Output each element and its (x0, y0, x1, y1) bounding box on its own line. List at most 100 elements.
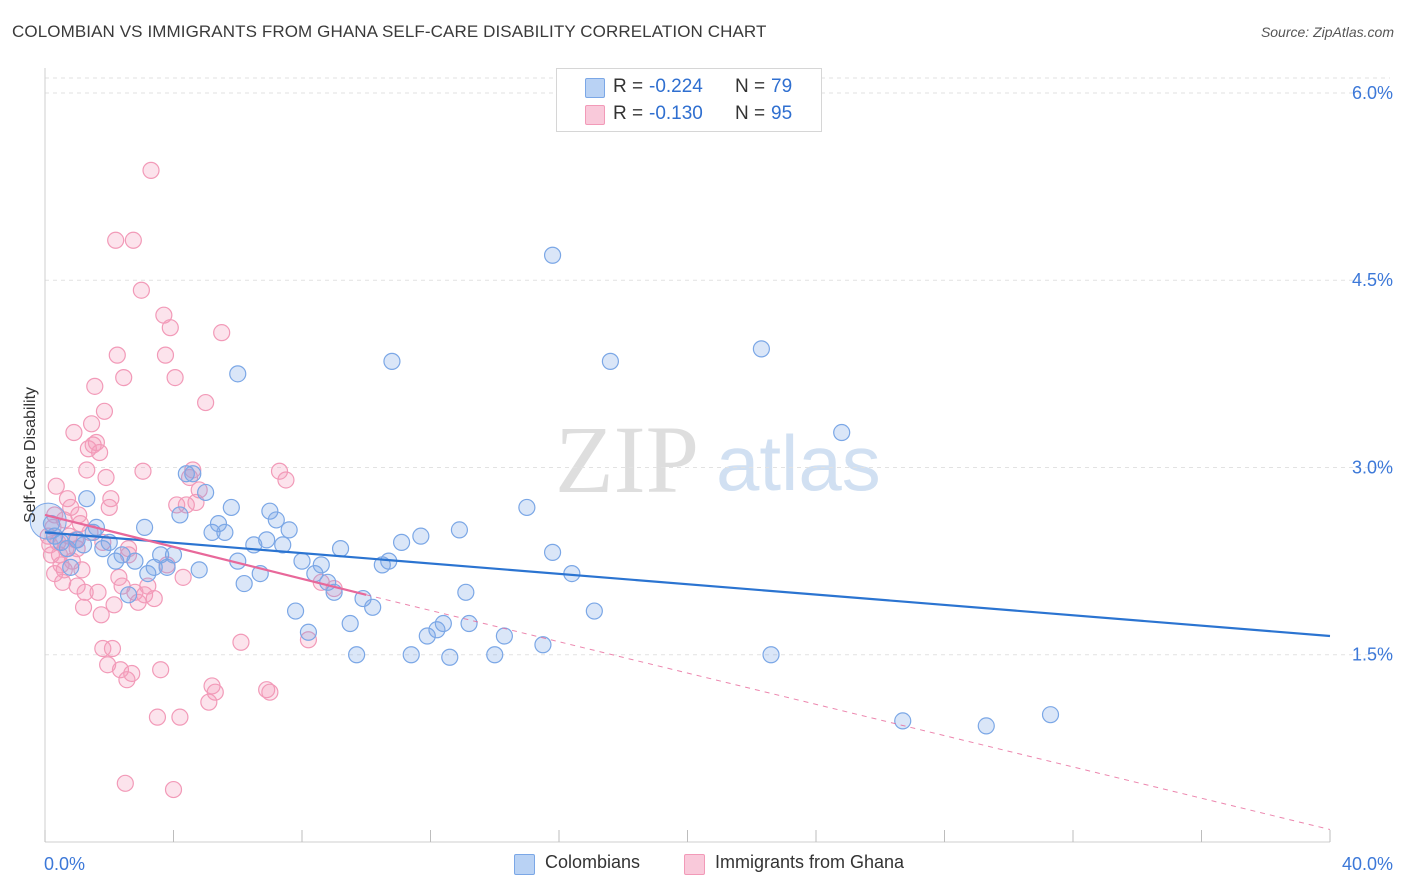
colombian-point (119, 586, 138, 604)
legend-r-value: -0.224 (649, 76, 703, 97)
ghana-point (87, 433, 106, 452)
ghana-point (168, 496, 186, 514)
colombian-point (267, 511, 285, 529)
ghana-point (134, 462, 152, 480)
legend-n-value: 95 (771, 103, 793, 124)
colombian-point (235, 574, 253, 593)
legend-r-label: R = (613, 103, 644, 124)
y-tick-label: 3.0% (1352, 457, 1393, 477)
ghana-point (58, 490, 77, 508)
colombian-point (274, 536, 292, 554)
legend-r-label: R = (613, 76, 644, 97)
watermark-zip: ZIP (555, 406, 699, 513)
series-ghana (39, 161, 343, 799)
colombian-point (833, 423, 851, 442)
watermark-atlas: atlas (716, 419, 881, 507)
ghana-point (116, 774, 134, 792)
colombian-point (752, 340, 770, 358)
chart-title: COLOMBIAN VS IMMIGRANTS FROM GHANA SELF-… (12, 22, 767, 41)
ghana-point (107, 231, 125, 249)
colombian-point (107, 552, 125, 570)
ghana-point (197, 393, 215, 412)
ghana-point (105, 596, 123, 614)
stats-legend: R = -0.224 N = 79 R = -0.130 N = 95 (556, 68, 822, 132)
ghana-point (200, 693, 218, 711)
ghana-point (206, 683, 224, 701)
colombian-point (299, 623, 318, 641)
ghana-point (68, 577, 86, 595)
ghana-point (73, 561, 91, 579)
colombian-point (78, 490, 96, 508)
colombian-point (457, 583, 475, 601)
colombian-point (392, 533, 411, 551)
colombians-trend-line (44, 531, 1331, 638)
watermark: ZIP atlas (555, 406, 881, 513)
ghana-point (152, 661, 170, 679)
ghana-point (213, 324, 231, 342)
colombian-point (412, 527, 430, 545)
ghana-point (103, 639, 122, 658)
colombian-point (197, 483, 215, 502)
colombian-point (434, 614, 452, 633)
ghana-point (270, 462, 289, 480)
colombian-point (177, 465, 195, 483)
ghana-point (123, 664, 141, 683)
ghana-point (132, 281, 150, 299)
ghana-point (261, 683, 279, 701)
y-axis-label: Self-Care Disability (22, 387, 39, 523)
ghana-point (65, 423, 83, 442)
ghana-point (174, 568, 192, 586)
x-tick-label: 0.0% (44, 854, 85, 874)
colombian-point (402, 646, 420, 664)
ghana-point (232, 633, 250, 651)
ghana-point (82, 415, 101, 433)
legend-label-colombians: Colombians (545, 852, 641, 872)
ghana-point (110, 568, 128, 586)
colombian-point (543, 543, 562, 561)
ghana-trend-line (44, 513, 367, 596)
ghana-point (52, 556, 70, 574)
colombian-point (209, 515, 228, 533)
colombian-point (216, 523, 234, 542)
colombian-point (203, 523, 221, 542)
ghana-point (161, 319, 179, 337)
ghana-point (171, 708, 189, 726)
ghana-trend-extension (366, 594, 1331, 831)
colombian-point (261, 502, 279, 520)
ghana-point (142, 161, 160, 179)
ghana-point (111, 661, 130, 679)
ghana-legend-swatch (684, 854, 705, 875)
ghana-point (124, 231, 142, 249)
colombian-point (495, 627, 513, 645)
colombian-point (601, 352, 620, 370)
colombian-point (364, 598, 382, 616)
ghana-point (102, 490, 120, 508)
axis-labels: 1.5% 3.0% 4.5% 6.0% 0.0% 40.0% Self-Care Disab… (22, 83, 1393, 874)
colombian-point (74, 536, 93, 554)
ghana-point (97, 468, 115, 487)
colombian-point (286, 602, 305, 620)
colombian-point (460, 614, 478, 633)
legend-n-label: N = (735, 76, 766, 97)
ghana-point (74, 598, 93, 616)
ghana-point (47, 477, 65, 495)
ghana-swatch (585, 105, 605, 125)
colombian-point (312, 556, 330, 574)
colombian-point (331, 540, 350, 558)
colombian-point (894, 712, 912, 730)
ghana-point (94, 639, 112, 658)
ghana-point (277, 471, 295, 489)
colombian-point (229, 365, 247, 383)
colombian-point (222, 498, 240, 517)
ghana-point (95, 402, 114, 420)
colombian-point (977, 717, 995, 735)
ghana-point (177, 496, 195, 514)
colombian-point (184, 465, 202, 483)
legend-n-value: 79 (771, 76, 793, 97)
ghana-point (89, 583, 107, 601)
colombian-point (762, 646, 780, 664)
ghana-point (156, 346, 175, 364)
y-tick-label: 4.5% (1352, 270, 1393, 290)
colombian-point (348, 646, 366, 664)
